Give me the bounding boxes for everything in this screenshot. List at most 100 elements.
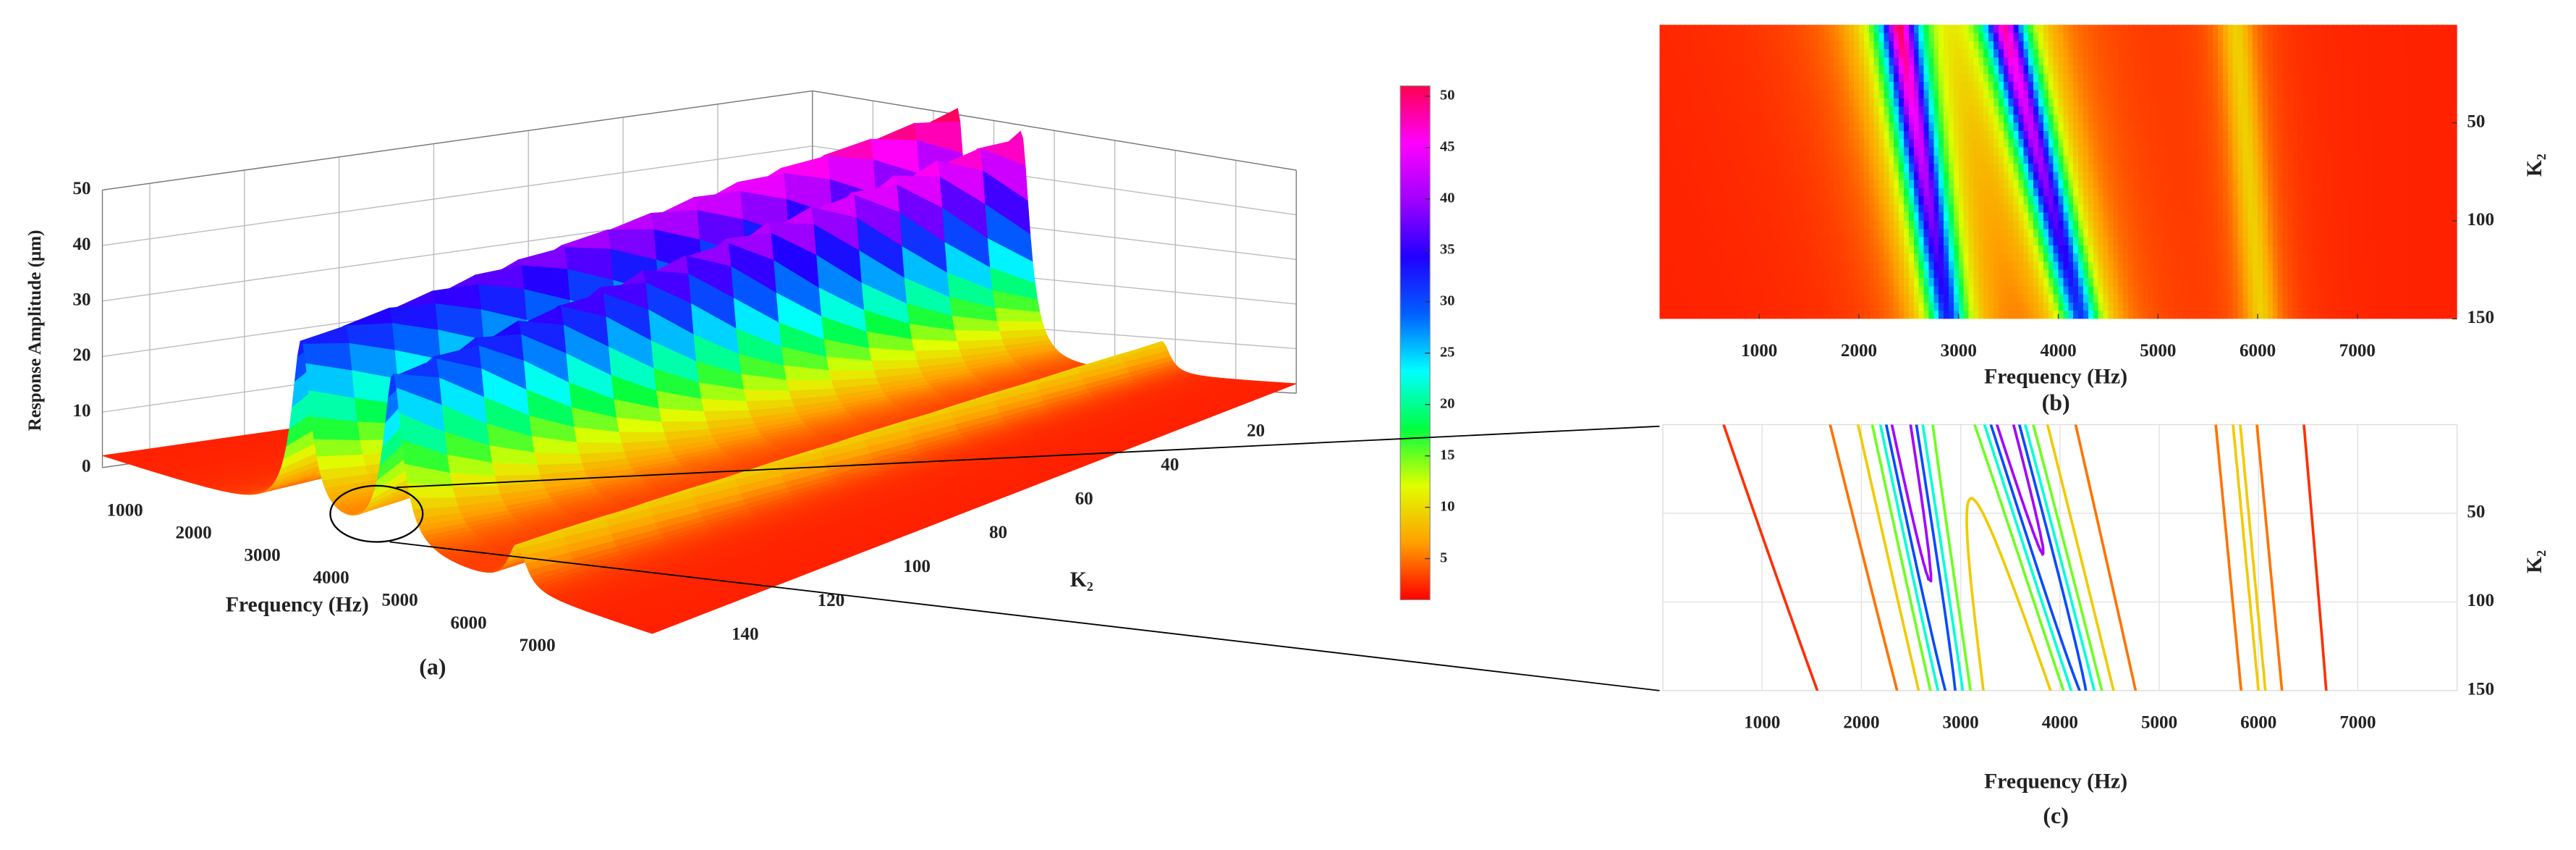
- heatmap-cell: [1894, 98, 1900, 108]
- heatmap-cell: [1944, 57, 1950, 67]
- heatmap-cell: [2312, 73, 2319, 83]
- heatmap-cell: [1878, 106, 1885, 116]
- heatmap-cell: [1749, 65, 1755, 75]
- heatmap-cell: [1664, 25, 1671, 34]
- heatmap-cell: [2083, 49, 2090, 59]
- heatmap-cell: [1799, 57, 1805, 67]
- heatmap-cell: [1884, 33, 1890, 43]
- heatmap-cell: [2417, 25, 2423, 34]
- heatmap-cell: [2237, 33, 2244, 43]
- heatmap-cell: [2402, 98, 2409, 108]
- heatmap-cell: [2222, 49, 2229, 59]
- heatmap-cell: [1904, 98, 1910, 108]
- heatmap-cell: [2422, 33, 2428, 43]
- heatmap-cell: [2213, 73, 2219, 83]
- heatmap-cell: [1814, 73, 1821, 83]
- heatmap-cell: [1754, 49, 1761, 59]
- heatmap-cell: [1659, 49, 1666, 59]
- heatmap-cell: [2028, 98, 2035, 108]
- surface-patch: [648, 615, 697, 634]
- heatmap-cell: [1679, 106, 1686, 116]
- heatmap-cell: [1764, 25, 1771, 34]
- heatmap-cell: [2043, 57, 2050, 67]
- heatmap-cell: [1829, 82, 1835, 91]
- heatmap-cell: [2153, 49, 2159, 59]
- heatmap-cell: [1889, 114, 1895, 124]
- heatmap-cell: [2227, 73, 2234, 83]
- heatmap-cell: [2208, 98, 2214, 108]
- heatmap-cell: [2093, 106, 2100, 116]
- heatmap-cell: [1709, 25, 1716, 34]
- grid-line: [102, 146, 813, 246]
- heatmap-cell: [1734, 90, 1741, 100]
- heatmap-cell: [2352, 57, 2359, 67]
- heatmap-cell: [1899, 57, 1905, 67]
- heatmap-cell: [1978, 33, 1985, 43]
- heatmap-cell: [1844, 25, 1850, 34]
- heatmap-cell: [2446, 90, 2454, 100]
- heatmap-cell: [2198, 49, 2204, 59]
- heatmap-cell: [1799, 25, 1805, 34]
- heatmap-cell: [1854, 90, 1860, 100]
- heatmap-cell: [2098, 98, 2104, 108]
- heatmap-cell: [1709, 57, 1716, 67]
- heatmap-cell: [2402, 90, 2409, 100]
- surface-patch: [700, 398, 750, 413]
- heatmap-cell: [2432, 65, 2439, 75]
- heatmap-cell: [2327, 90, 2334, 100]
- heatmap-cell: [1863, 114, 1870, 124]
- heatmap-cell: [2203, 114, 2209, 124]
- heatmap-cell: [2437, 49, 2444, 59]
- heatmap-cell: [2427, 57, 2433, 67]
- heatmap-cell: [1899, 73, 1905, 83]
- heatmap-cell: [1804, 25, 1810, 34]
- heatmap-cell: [1963, 33, 1970, 43]
- heatmap-cell: [1699, 106, 1706, 116]
- heatmap-cell: [2208, 49, 2214, 59]
- heatmap-cell: [2387, 41, 2394, 51]
- heatmap-cell: [2227, 49, 2234, 59]
- heatmap-cell: [2441, 106, 2449, 116]
- heatmap-cell: [2258, 73, 2264, 83]
- heatmap-cell: [2441, 114, 2449, 124]
- heatmap-cell: [1749, 25, 1755, 34]
- heatmap-cell: [1739, 90, 1745, 100]
- y-tick-label: 40: [1161, 455, 1179, 474]
- heatmap-cell: [2043, 73, 2050, 83]
- heatmap-cell: [1913, 106, 1920, 116]
- heatmap-cell: [2018, 65, 2025, 75]
- z-tick-label: 50: [72, 179, 90, 198]
- heatmap-cell: [2222, 98, 2229, 108]
- heatmap-cell: [1774, 106, 1781, 116]
- heatmap-cell: [2148, 41, 2154, 51]
- heatmap-cell: [1873, 73, 1880, 83]
- heatmap-cell: [2452, 65, 2457, 75]
- heatmap-cell: [2013, 90, 2020, 100]
- heatmap-cell: [2098, 65, 2104, 75]
- heatmap-cell: [1749, 106, 1755, 116]
- heatmap-cell: [2407, 33, 2414, 43]
- heatmap-cell: [1994, 25, 2000, 34]
- heatmap-cell: [1933, 65, 1940, 75]
- heatmap-cell: [2177, 114, 2185, 124]
- heatmap-cell: [2143, 25, 2149, 34]
- heatmap-cell: [1794, 65, 1800, 75]
- heatmap-cell: [2023, 41, 2030, 51]
- heatmap-cell: [1799, 41, 1805, 51]
- heatmap-cell: [2058, 90, 2064, 100]
- heatmap-cell: [2098, 33, 2104, 43]
- heatmap-cell: [2247, 33, 2254, 43]
- heatmap-cell: [1694, 33, 1700, 43]
- heatmap-cell: [2272, 25, 2279, 34]
- heatmap-cell: [1719, 41, 1726, 51]
- heatmap-cell: [1799, 33, 1805, 43]
- heatmap-cell: [1784, 25, 1790, 34]
- heatmap-cell: [1823, 73, 1831, 83]
- heatmap-cell: [2177, 25, 2185, 34]
- heatmap-cell: [1774, 41, 1781, 51]
- heatmap-cell: [2317, 114, 2324, 124]
- heatmap-cell: [2182, 33, 2190, 43]
- heatmap-cell: [2382, 25, 2389, 34]
- heatmap-cell: [1794, 49, 1800, 59]
- heatmap-cell: [1814, 41, 1821, 51]
